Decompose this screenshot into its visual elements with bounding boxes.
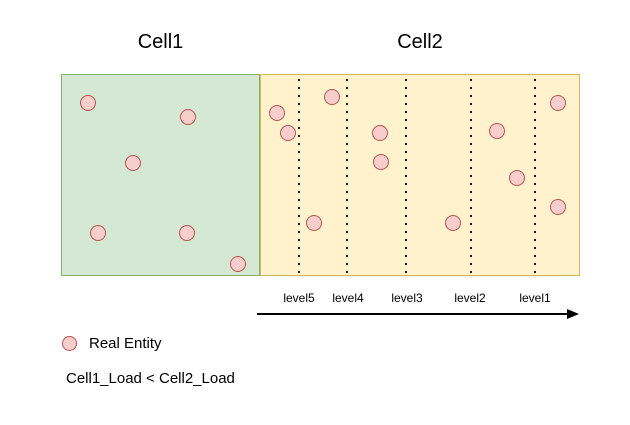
level-divider-line (346, 79, 348, 276)
level-divider-line (470, 79, 472, 276)
entity-dot (489, 123, 505, 139)
cell2-title: Cell2 (397, 31, 443, 53)
entity-dot (550, 199, 566, 215)
entity-dot (180, 109, 196, 125)
entity-dot (550, 95, 566, 111)
legend-label: Real Entity (89, 335, 162, 352)
load-comparison-caption: Cell1_Load < Cell2_Load (66, 370, 235, 387)
level-axis-line (257, 313, 569, 315)
entity-dot (373, 154, 389, 170)
entity-dot (280, 125, 296, 141)
entity-dot (179, 225, 195, 241)
entity-dot (125, 155, 141, 171)
entity-dot (324, 89, 340, 105)
level-label-level2: level2 (454, 291, 486, 305)
level-axis-arrowhead-icon (567, 309, 579, 319)
level-label-level4: level4 (332, 291, 364, 305)
level-divider-line (534, 79, 536, 276)
entity-dot (372, 125, 388, 141)
legend: Real Entity (62, 336, 162, 351)
real-entity-marker-icon (62, 336, 77, 351)
entity-dot (269, 105, 285, 121)
level-divider-line (405, 79, 407, 276)
entity-dot (445, 215, 461, 231)
entity-dot (306, 215, 322, 231)
level-label-level3: level3 (391, 291, 423, 305)
entity-dot (90, 225, 106, 241)
level-label-level5: level5 (283, 291, 315, 305)
entity-dot (230, 256, 246, 272)
cell2-region (260, 74, 580, 276)
entity-dot (80, 95, 96, 111)
cell1-title: Cell1 (137, 31, 184, 53)
level-label-level1: level1 (519, 291, 551, 305)
entity-dot (509, 170, 525, 186)
level-divider-line (298, 79, 300, 276)
